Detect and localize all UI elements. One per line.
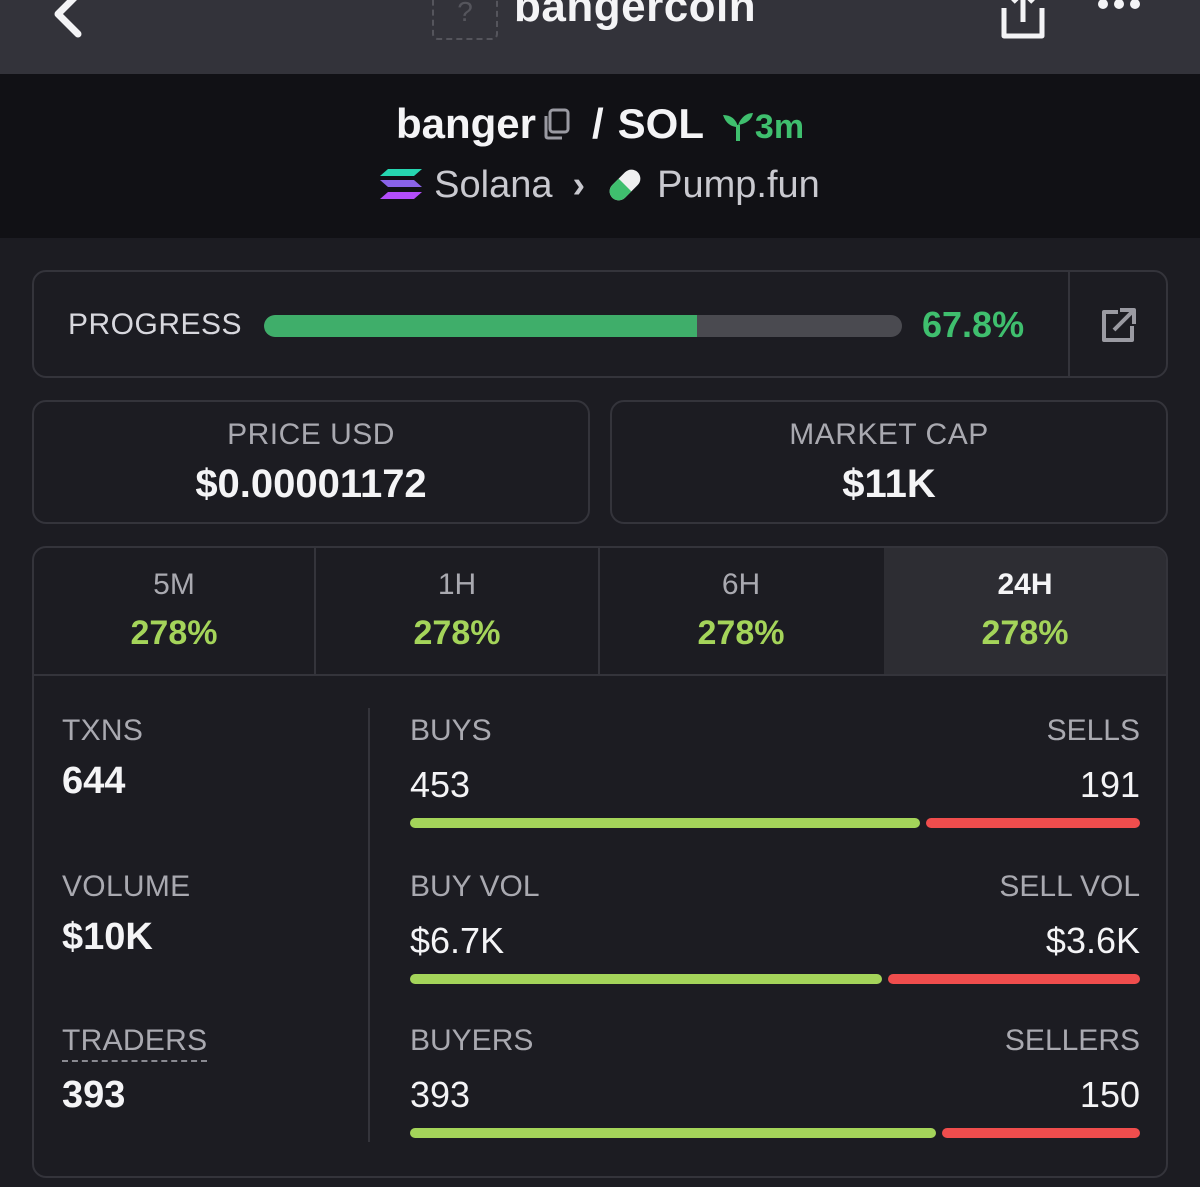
buy-vol-label: BUY VOL [410, 870, 540, 903]
timeframe-tabs: 5M 278% 1H 278% 6H 278% 24H 278% [34, 548, 1166, 676]
more-dot-icon [1114, 0, 1124, 9]
open-external-button[interactable] [1098, 306, 1138, 346]
buyers-label: BUYERS [410, 1024, 534, 1057]
quote-token-symbol: SOL [617, 100, 704, 147]
base-token-symbol: banger [395, 100, 536, 147]
dex-link[interactable]: Pump.fun [657, 164, 820, 206]
buys-label: BUYS [410, 714, 492, 747]
traders-label[interactable]: TRADERS [62, 1024, 208, 1062]
sell-share-bar [926, 818, 1140, 828]
sell-vol-label: SELL VOL [999, 870, 1140, 903]
coin-avatar-placeholder: ? [432, 0, 498, 40]
divider [368, 708, 370, 1142]
buy-share-bar [410, 1128, 936, 1138]
tab-label: 24H [997, 568, 1053, 601]
tab-change-value: 278% [130, 614, 218, 652]
volume-stat: VOLUME $10K [62, 870, 191, 959]
external-link-icon [1102, 308, 1136, 342]
sell-share-bar [942, 1128, 1140, 1138]
txns-label: TXNS [62, 714, 144, 747]
tab-label: 6H [721, 568, 761, 601]
pair-title: banger / SOL 3m [0, 100, 1200, 151]
share-button[interactable] [996, 0, 1050, 42]
sprout-icon [722, 113, 753, 141]
sells-value: 191 [1079, 764, 1140, 805]
back-button[interactable] [44, 0, 104, 46]
tab-6h[interactable]: 6H 278% [600, 548, 882, 674]
progress-panel: PROGRESS 67.8% [32, 270, 1168, 378]
more-dot-icon [1130, 0, 1140, 9]
traders-value: 393 [62, 1074, 126, 1116]
price-usd-label: PRICE USD [227, 418, 395, 451]
volume-label: VOLUME [62, 870, 191, 903]
progress-bar [264, 315, 902, 337]
market-cap-value: $11K [842, 462, 936, 506]
txns-value: 644 [62, 760, 126, 802]
progress-fill [264, 315, 697, 337]
tab-24h[interactable]: 24H 278% [884, 548, 1166, 674]
sells-label: SELLS [1046, 714, 1140, 747]
divider [1068, 272, 1070, 376]
buys-value: 453 [410, 764, 471, 805]
traders-stat: TRADERS 393 [62, 1024, 208, 1117]
tab-change-value: 278% [697, 614, 785, 652]
share-icon [1001, 0, 1045, 39]
more-dot-icon [1098, 0, 1108, 9]
traders-ratio-bar [410, 1128, 1140, 1138]
chevron-left-icon [54, 0, 82, 38]
buy-share-bar [410, 974, 882, 984]
divider [598, 548, 600, 674]
buy-sell-ratio-bar [410, 818, 1140, 828]
tab-1h[interactable]: 1H 278% [316, 548, 598, 674]
price-usd-value: $0.00001172 [195, 462, 427, 506]
tab-5m[interactable]: 5M 278% [34, 548, 314, 674]
top-nav-bar: ? bangercoin [0, 0, 1200, 74]
chain-link[interactable]: Solana [434, 164, 553, 206]
pair-separator: / [591, 100, 604, 147]
tab-change-value: 278% [413, 614, 501, 652]
buy-share-bar [410, 818, 920, 828]
pair-header [0, 74, 1200, 238]
market-cap-card: MARKET CAP $11K [610, 400, 1168, 524]
stats-panel: 5M 278% 1H 278% 6H 278% 24H 278% TXNS 64… [32, 546, 1168, 1178]
chevron-right-icon: › [572, 164, 586, 206]
volume-ratio-bar [410, 974, 1140, 984]
buy-vol-value: $6.7K [410, 920, 505, 961]
tab-label: 1H [437, 568, 477, 601]
pill-logo-icon [609, 169, 641, 201]
sellers-value: 150 [1079, 1074, 1140, 1115]
buyers-value: 393 [410, 1074, 471, 1115]
copy-address-button[interactable] [542, 102, 570, 140]
sell-vol-value: $3.6K [1045, 920, 1140, 961]
volume-split-row: BUY VOL SELL VOL $6.7K $3.6K [410, 870, 1140, 990]
price-usd-card: PRICE USD $0.00001172 [32, 400, 590, 524]
market-cap-label: MARKET CAP [789, 418, 989, 451]
sell-share-bar [888, 974, 1140, 984]
sellers-label: SELLERS [1004, 1024, 1140, 1057]
progress-label: PROGRESS [68, 308, 243, 341]
chain-breadcrumb: Solana › Pump.fun [0, 162, 1200, 208]
divider [314, 548, 316, 674]
traders-split-row: BUYERS SELLERS 393 150 [410, 1024, 1140, 1144]
solana-logo-icon [380, 169, 423, 199]
pair-age: 3m [721, 108, 804, 146]
progress-value: 67.8% [922, 304, 1025, 345]
more-options-button[interactable] [1098, 0, 1158, 26]
txns-stat: TXNS 644 [62, 714, 143, 803]
tab-label: 5M [153, 568, 195, 601]
page-title: bangercoin [514, 0, 757, 31]
buys-sells-row: BUYS SELLS 453 191 [410, 714, 1140, 834]
copy-icon [544, 108, 570, 140]
pair-age-text: 3m [754, 108, 805, 146]
volume-value: $10K [62, 916, 153, 958]
tab-change-value: 278% [981, 614, 1069, 652]
